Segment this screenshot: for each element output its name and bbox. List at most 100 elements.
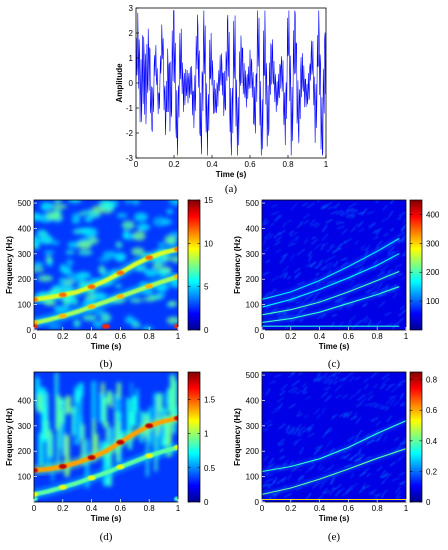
x-tick-label: 0.6 — [343, 332, 355, 341]
x-tick-label: 0.6 — [343, 504, 355, 513]
texture-line — [319, 480, 328, 485]
texture-line — [330, 263, 335, 267]
panel-caption: (a) — [225, 183, 238, 195]
texture-line — [357, 394, 366, 401]
texture-streak — [119, 402, 122, 438]
x-tick-label: 0.2 — [285, 504, 297, 513]
ridge-hotspot — [87, 304, 96, 310]
texture-line — [368, 223, 376, 229]
texture-line — [333, 247, 342, 252]
texture-line — [356, 430, 363, 438]
y-tick-label: -3 — [126, 154, 134, 163]
texture-streak — [51, 433, 54, 482]
texture-line — [299, 426, 306, 431]
panel-caption: (b) — [100, 358, 113, 370]
texture-line — [293, 428, 299, 436]
texture-streak — [41, 403, 48, 442]
texture-blob — [76, 271, 91, 280]
texture-line — [270, 288, 277, 295]
texture-blob — [82, 314, 97, 322]
texture-line — [360, 245, 366, 250]
plot-frame — [261, 371, 407, 503]
ridge-hotspot — [34, 297, 38, 302]
texture-line — [304, 238, 308, 244]
y-tick-label: 3 — [129, 4, 134, 13]
texture-line — [349, 280, 355, 287]
texture-line — [265, 388, 271, 396]
x-tick-label: 0.8 — [282, 160, 294, 169]
colorbar-tick-label: 0.8 — [426, 376, 438, 385]
x-tick-label: 0.2 — [57, 504, 69, 513]
texture-line — [305, 468, 313, 473]
texture-line — [267, 423, 273, 427]
texture-line — [380, 264, 389, 272]
texture-line — [370, 290, 378, 295]
texture-line — [388, 383, 395, 387]
texture-line — [398, 273, 403, 276]
texture-line — [352, 482, 359, 488]
texture-line — [385, 385, 392, 391]
texture-line — [287, 276, 292, 280]
texture-streak — [101, 382, 105, 395]
heatmap-background — [262, 372, 406, 502]
texture-line — [330, 416, 336, 421]
texture-line — [398, 481, 406, 485]
texture-line — [291, 202, 298, 210]
texture-line — [289, 460, 294, 466]
texture-line — [389, 200, 395, 205]
texture-line — [348, 455, 356, 461]
texture-line — [275, 249, 282, 253]
texture-blob — [54, 200, 62, 204]
texture-line — [319, 265, 328, 271]
texture-streak — [91, 381, 97, 421]
texture-line — [313, 449, 319, 456]
texture-blob — [156, 290, 166, 298]
ridge-hotspot — [34, 324, 38, 329]
texture-line — [364, 383, 369, 390]
texture-line — [279, 390, 286, 396]
texture-line — [325, 427, 332, 434]
texture-line — [327, 280, 336, 284]
x-tick-label: 0.4 — [206, 160, 218, 169]
texture-blob — [88, 211, 101, 219]
texture-line — [322, 233, 329, 241]
texture-line — [279, 272, 286, 278]
texture-line — [367, 439, 376, 444]
texture-blob — [40, 234, 54, 245]
texture-line — [329, 243, 334, 248]
texture-line — [284, 493, 293, 498]
texture-line — [287, 426, 294, 434]
texture-line — [384, 312, 392, 316]
y-tick-label: 400 — [18, 396, 32, 405]
texture-line — [335, 394, 342, 399]
texture-blob — [134, 212, 148, 222]
texture-line — [354, 452, 361, 457]
texture-line — [357, 211, 366, 215]
texture-line — [298, 372, 303, 376]
texture-line — [398, 472, 406, 476]
texture-blob — [82, 227, 98, 238]
texture-blob — [34, 267, 45, 273]
texture-line — [277, 311, 284, 319]
texture-line — [341, 228, 348, 235]
y-tick-label: 500 — [18, 199, 32, 208]
texture-line — [314, 223, 321, 228]
ridge-hotspot — [116, 270, 125, 276]
texture-line — [282, 476, 287, 484]
texture-line — [322, 224, 328, 232]
y-tick-label: 0 — [27, 326, 32, 335]
texture-line — [346, 208, 355, 212]
texture-line — [303, 415, 309, 419]
texture-line — [296, 223, 302, 229]
texture-line — [384, 489, 389, 493]
texture-line — [399, 401, 405, 407]
texture-line — [403, 239, 406, 244]
texture-line — [348, 315, 356, 323]
heatmap — [34, 372, 178, 502]
x-axis-label: Time (s) — [216, 170, 247, 179]
texture-line — [321, 203, 328, 210]
texture-line — [397, 217, 402, 220]
texture-line — [370, 492, 375, 496]
texture-streak — [131, 395, 137, 427]
